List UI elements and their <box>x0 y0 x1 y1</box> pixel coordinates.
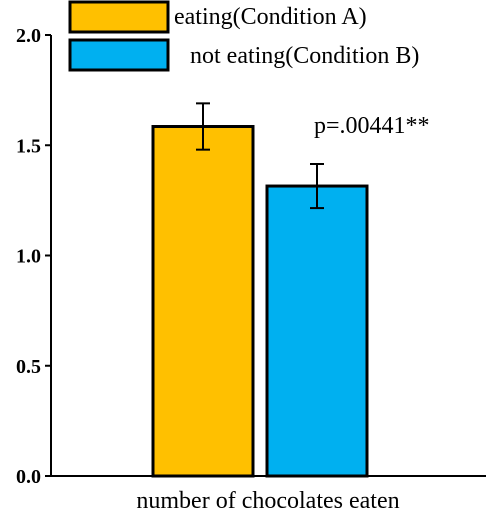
legend-label-not-eating: not eating(Condition B) <box>190 43 419 69</box>
y-tick-label: 1.5 <box>16 135 41 157</box>
y-tick-label: 1.0 <box>16 246 41 268</box>
x-axis-label: number of chocolates eaten <box>136 488 399 514</box>
legend-swatch-eating <box>68 0 170 34</box>
bars <box>151 125 369 478</box>
legend: eating(Condition A) not eating(Condition… <box>68 0 419 72</box>
error-bars <box>196 102 324 210</box>
legend-swatch-not-eating <box>68 38 170 72</box>
y-tick-label: 0.5 <box>16 356 41 378</box>
legend-label-eating: eating(Condition A) <box>174 4 367 30</box>
bar-not-eating <box>265 184 369 478</box>
y-tick-label: 0.0 <box>16 466 41 488</box>
y-ticks: 0.0 0.5 1.0 1.5 2.0 <box>16 25 51 488</box>
significance-annotation: p=.00441** <box>314 113 430 139</box>
y-tick-label: 2.0 <box>16 25 41 47</box>
bar-eating <box>151 125 255 478</box>
